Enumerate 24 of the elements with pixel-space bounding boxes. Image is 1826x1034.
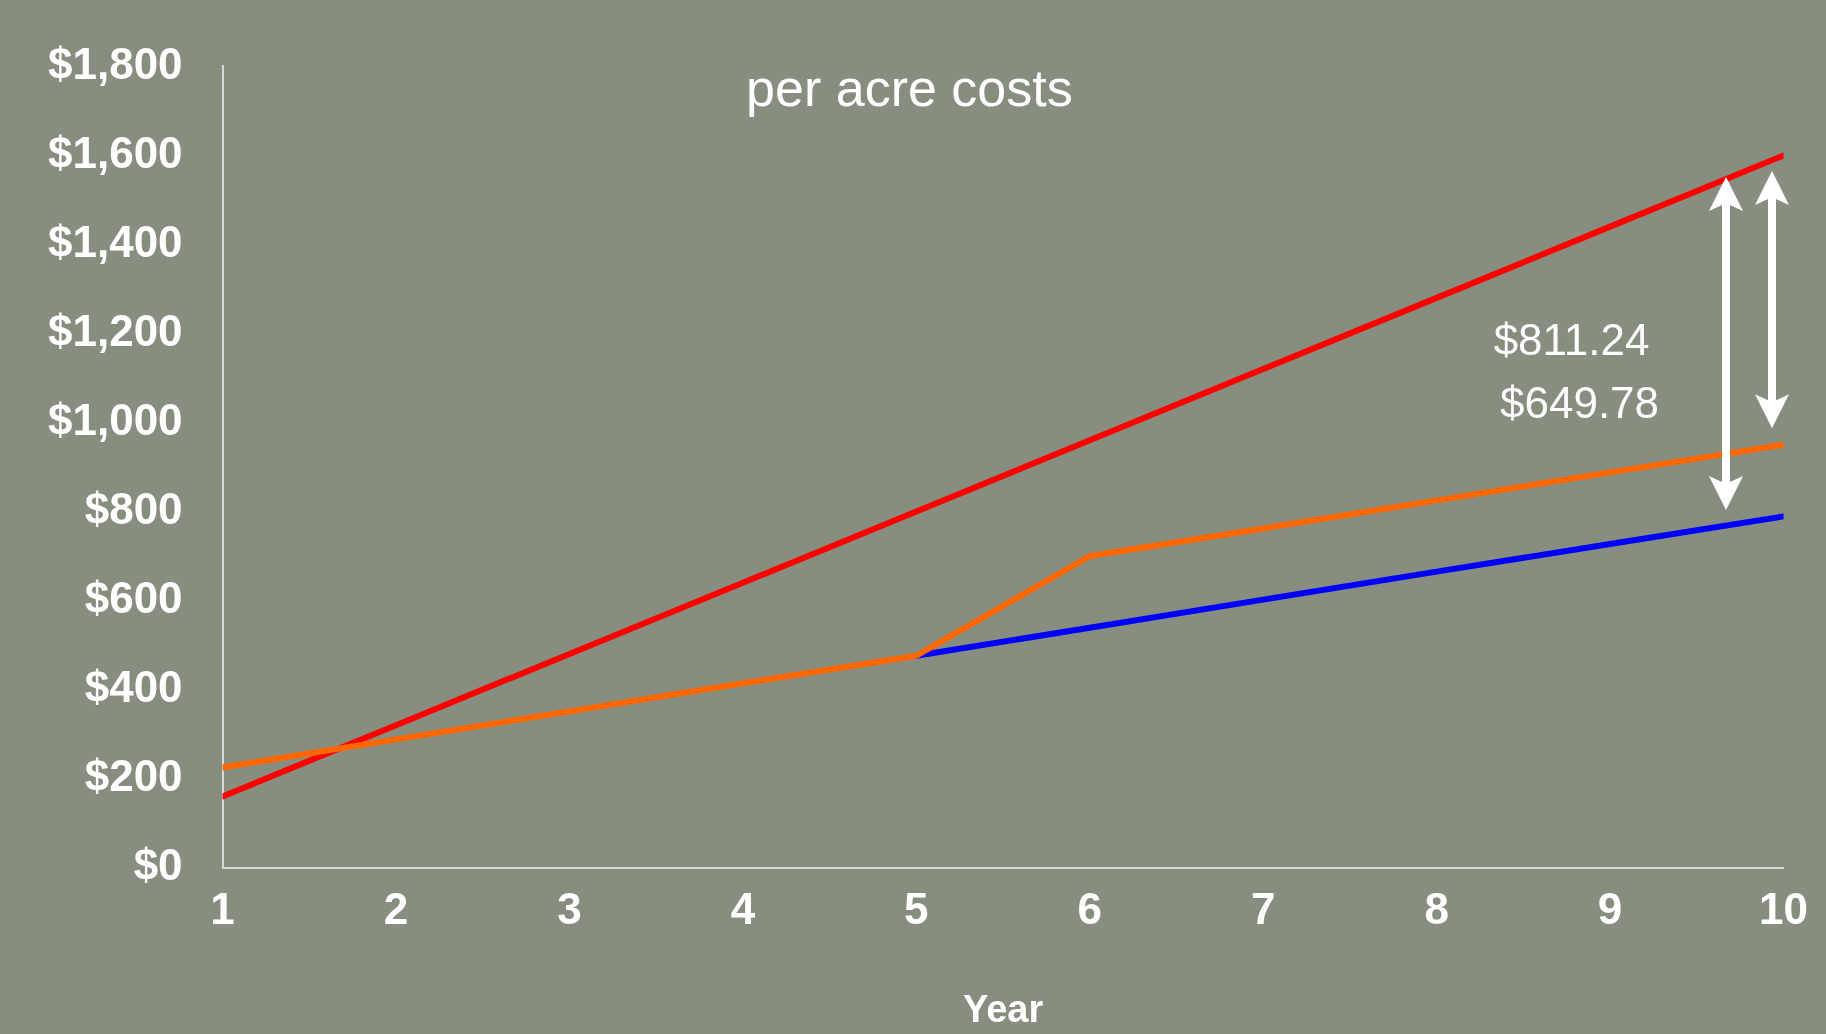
- y-tick-label: $600: [84, 572, 183, 622]
- y-tick-label: $200: [84, 750, 183, 800]
- y-tick-label: $1,200: [48, 305, 183, 355]
- y-tick-label: $1,400: [48, 216, 183, 266]
- x-tick-label: 4: [730, 884, 756, 934]
- annotation: $649.78: [1500, 377, 1660, 427]
- x-tick-label: 8: [1424, 884, 1449, 934]
- x-tick-label: 7: [1250, 884, 1276, 934]
- y-tick-label: $0: [133, 839, 183, 889]
- x-tick-label: 2: [383, 884, 409, 934]
- x-axis-title: Year: [962, 987, 1044, 1030]
- y-tick-label: $1,600: [48, 127, 183, 177]
- x-tick-label: 1: [210, 884, 235, 934]
- x-tick-label: 9: [1597, 884, 1623, 934]
- x-tick-label: 3: [557, 884, 582, 934]
- annotation: $811.24: [1493, 314, 1650, 364]
- y-tick-label: $800: [84, 483, 183, 533]
- y-tick-label: $1,000: [48, 394, 183, 444]
- x-tick-label: 6: [1077, 884, 1103, 934]
- x-tick-label: 10: [1759, 884, 1809, 934]
- y-tick-label: $400: [84, 661, 183, 711]
- y-tick-label: $1,800: [48, 38, 183, 88]
- x-tick-label: 5: [904, 884, 929, 934]
- chart-title: per acre costs: [746, 58, 1073, 117]
